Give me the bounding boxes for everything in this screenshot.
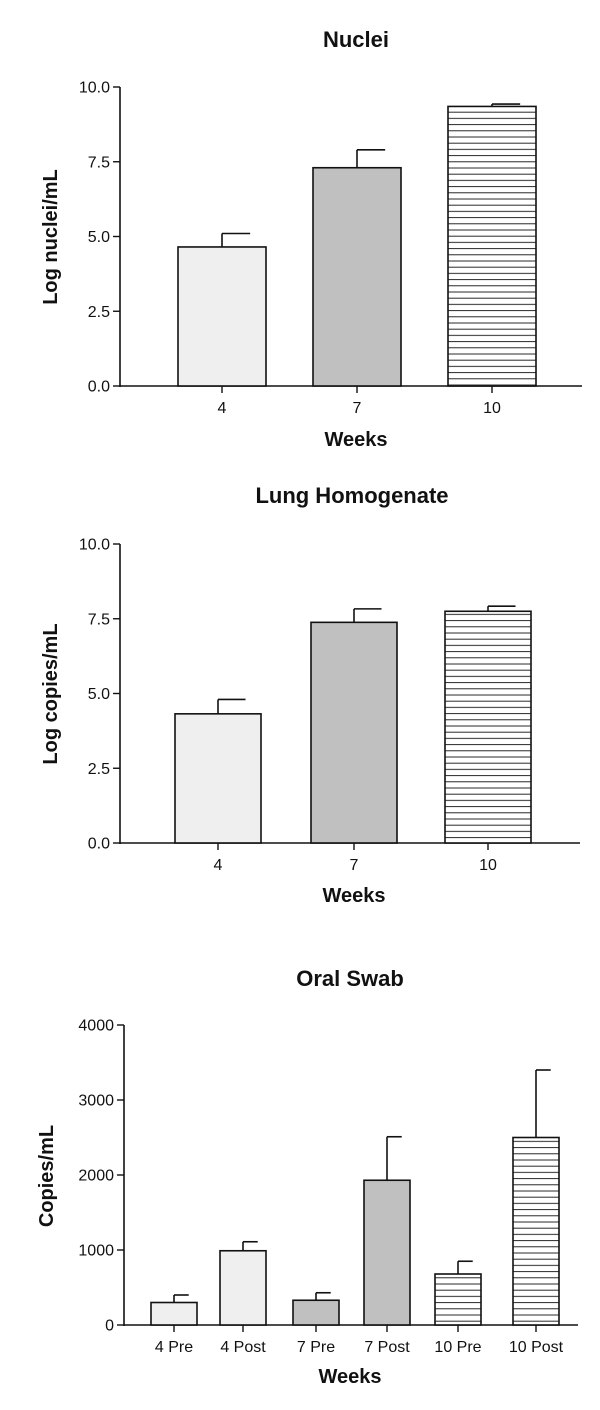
y-axis-label: Copies/mL — [36, 1125, 58, 1227]
bar-10 — [447, 105, 537, 387]
x-tick-label: 4 Pre — [155, 1339, 193, 1356]
bar-7-post — [363, 1179, 411, 1326]
bar-4 — [174, 713, 262, 844]
x-axis-label: Weeks — [322, 885, 385, 907]
y-tick-label: 3000 — [78, 1093, 114, 1110]
y-axis-label: Log nuclei/mL — [40, 169, 62, 305]
y-axis-label: Log copies/mL — [40, 623, 62, 764]
y-tick-label: 2.5 — [88, 304, 110, 321]
bar-4 — [177, 246, 267, 387]
x-tick-label: 10 Pre — [434, 1339, 481, 1356]
bar-7-pre — [292, 1299, 340, 1326]
x-tick-label: 4 — [218, 400, 227, 417]
bar-4-post — [219, 1249, 267, 1326]
x-tick-label: 4 Post — [220, 1339, 266, 1356]
y-tick-label: 5.0 — [88, 229, 110, 246]
chart-title: Oral Swab — [296, 966, 404, 991]
nuclei-chart: Nuclei Log nuclei/mL Weeks 0.0 2.5 5.0 7.5 1… — [40, 27, 582, 451]
lung-homogenate-chart: Lung Homogenate Log copies/mL Weeks 0.0 2… — [40, 483, 580, 907]
x-tick-label: 4 — [214, 857, 223, 874]
bar-7 — [312, 166, 402, 387]
y-tick-label: 10.0 — [79, 80, 110, 97]
y-tick-label: 2000 — [78, 1168, 114, 1185]
bar-10-post — [512, 1136, 560, 1326]
x-axis-label: Weeks — [324, 429, 387, 451]
y-tick-label: 2.5 — [88, 761, 110, 778]
x-tick-label: 10 — [479, 857, 497, 874]
bar-4-pre — [150, 1301, 198, 1326]
chart-title: Nuclei — [323, 27, 389, 52]
x-tick-label: 7 Pre — [297, 1339, 335, 1356]
y-tick-label: 7.5 — [88, 154, 110, 171]
chart-title: Lung Homogenate — [255, 483, 448, 508]
x-tick-label: 10 Post — [509, 1339, 564, 1356]
y-tick-label: 4000 — [78, 1018, 114, 1035]
y-tick-label: 0 — [105, 1318, 114, 1335]
y-tick-label: 5.0 — [88, 686, 110, 703]
bar-7 — [310, 621, 398, 844]
bar-10-pre — [434, 1273, 482, 1326]
bar-10 — [444, 610, 532, 844]
x-tick-label: 7 — [350, 857, 359, 874]
y-tick-label: 1000 — [78, 1243, 114, 1260]
y-tick-label: 0.0 — [88, 379, 110, 396]
x-axis-label: Weeks — [318, 1366, 381, 1388]
y-tick-label: 7.5 — [88, 611, 110, 628]
y-tick-label: 10.0 — [79, 537, 110, 554]
x-tick-label: 7 — [353, 400, 362, 417]
x-tick-label: 10 — [483, 400, 501, 417]
oral-swab-chart: Oral Swab Copies/mL Weeks 0 1000 2000 3000 4… — [36, 966, 578, 1388]
y-tick-label: 0.0 — [88, 836, 110, 853]
x-tick-label: 7 Post — [364, 1339, 410, 1356]
